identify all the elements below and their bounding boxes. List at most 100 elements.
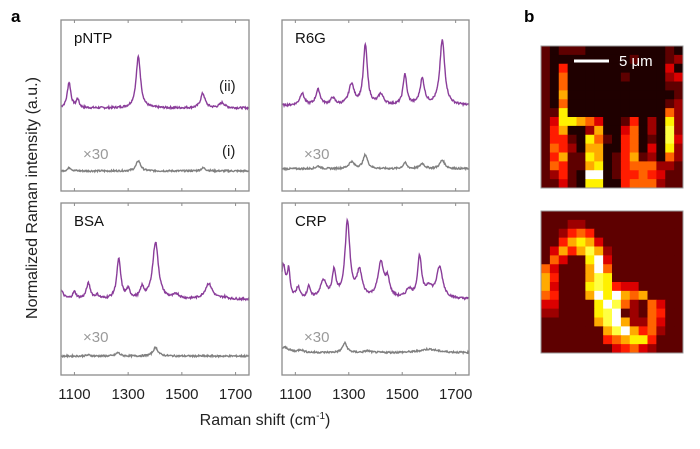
map-pixel [629,99,640,109]
map-pixel [585,134,595,145]
map-pixel [585,108,595,118]
map-pixel [665,125,675,136]
map-pixel [638,264,648,274]
map-pixel [656,335,666,345]
map-pixel [585,344,595,354]
map-pixel [647,99,657,109]
scale-factor-label: ×30 [83,329,108,346]
map-pixel [656,246,666,256]
map-pixel [576,134,586,145]
map-pixel [567,290,577,301]
map-pixel [647,117,657,127]
map-pixel [585,161,595,171]
map-pixel [612,170,622,180]
map-pixel [541,54,551,65]
map-pixel [549,152,560,162]
map-pixel [541,63,551,74]
map-pixel [638,282,648,292]
map-pixel [629,143,640,153]
map-pixel [603,143,613,153]
map-pixel [647,308,657,318]
map-pixel [665,152,675,162]
map-pixel [576,108,586,118]
map-pixel [558,246,569,256]
map-pixel [674,264,684,274]
map-pixel [594,125,604,136]
map-pixel [638,179,648,189]
map-pixel [638,299,648,310]
map-pixel [629,264,640,274]
map-pixel [549,134,560,145]
map-pixel [541,282,551,292]
map-pixel [638,81,648,91]
map-pixel [567,255,577,265]
map-pixel [612,273,622,283]
x-tick-label: 1700 [439,386,472,403]
map-pixel [558,46,569,56]
map-pixel [541,152,551,162]
map-pixel [674,282,684,292]
map-frame [540,45,684,189]
map-pixel [629,117,640,127]
map-pixel [567,211,577,221]
map-pixel [656,134,666,145]
map-pixel [576,152,586,162]
map-pixel [629,152,640,162]
map-pixel [603,99,613,109]
plot-frame [60,202,250,376]
map-pixel [585,255,595,265]
map-pixel [585,264,595,274]
map-pixel [656,255,666,265]
map-pixel [558,72,569,82]
panel-title: CRP [295,213,327,230]
map-pixel [594,143,604,153]
map-pixel [647,228,657,239]
map-pixel [541,299,551,310]
map-pixel [656,125,666,136]
map-pixel [585,326,595,336]
map-pixel [620,117,631,127]
map-pixel [638,117,648,127]
map-pixel [585,317,595,327]
map-pixel [541,108,551,118]
map-pixel [629,134,640,145]
map-pixel [656,90,666,100]
map-pixel [585,282,595,292]
map-pixel [549,255,560,265]
map-pixel [541,326,551,336]
map-pixel [674,134,684,145]
map-pixel [558,290,569,301]
map-pixel [674,273,684,283]
map-pixel [638,170,648,180]
map-pixel [549,143,560,153]
sers-map-top [540,45,684,189]
map-pixel [603,125,613,136]
panel-title: R6G [295,30,326,47]
map-pixel [576,308,586,318]
map-pixel [603,290,613,301]
map-pixel [612,90,622,100]
map-pixel [674,125,684,136]
map-pixel [567,152,577,162]
map-pixel [612,237,622,247]
map-pixel [558,179,569,189]
map-pixel [656,108,666,118]
map-pixel [549,179,560,189]
spectrum-line-reference [60,345,250,359]
map-pixel [603,117,613,127]
map-pixel [656,326,666,336]
map-pixel [656,282,666,292]
plot-frame [281,19,470,192]
map-pixel [620,335,631,345]
map-pixel [558,134,569,145]
map-pixel [656,290,666,301]
map-pixel [549,117,560,127]
map-pixel [638,255,648,265]
map-pixel [585,81,595,91]
map-pixel [612,46,622,56]
map-pixel [585,228,595,239]
map-pixel [549,54,560,65]
map-pixel [541,117,551,127]
map-pixel [620,317,631,327]
map-pixel [665,344,675,354]
